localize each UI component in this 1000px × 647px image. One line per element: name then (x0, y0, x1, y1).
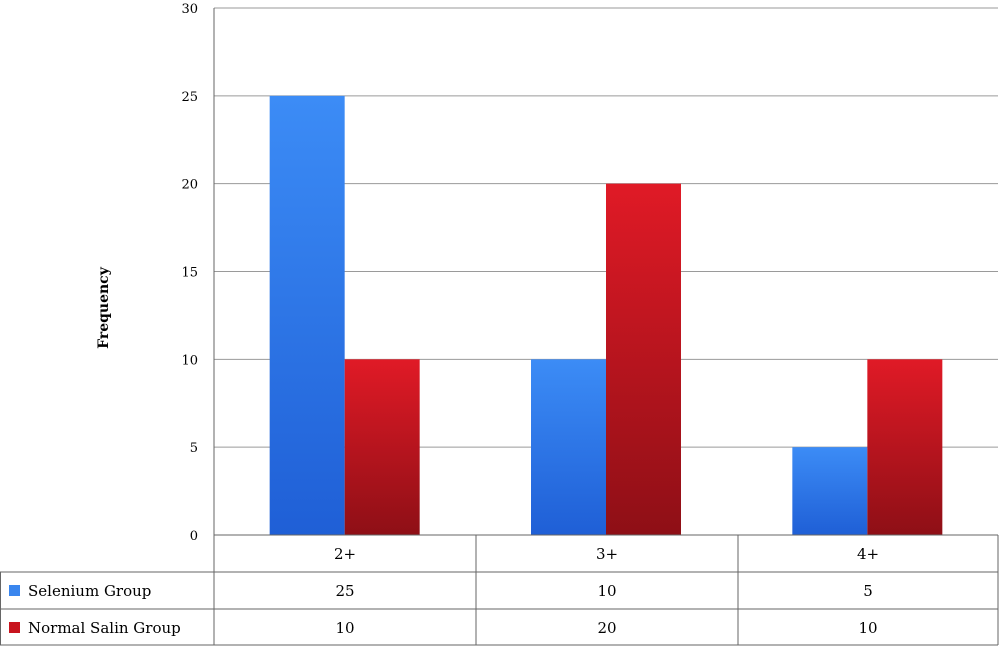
data-label: 20 (597, 619, 616, 637)
x-tick-label: 4+ (857, 545, 879, 563)
bar-selenium-3 (792, 447, 868, 535)
y-tick-label: 0 (190, 529, 198, 544)
data-label: 10 (335, 619, 354, 637)
bar-normal-salin-3 (867, 359, 943, 535)
y-tick-label: 25 (181, 90, 198, 105)
data-label: 25 (335, 582, 354, 600)
bar-selenium-2 (531, 359, 606, 535)
y-tick-label: 10 (181, 353, 198, 368)
data-label: 10 (858, 619, 877, 637)
y-tick-label: 15 (181, 266, 198, 281)
x-tick-label: 2+ (334, 545, 356, 563)
bar-selenium-1 (269, 95, 345, 535)
legend-swatch (9, 622, 20, 633)
legend-entry: Selenium Group (28, 582, 151, 600)
bar-normal-salin-2 (606, 183, 681, 535)
bars (269, 95, 943, 535)
data-table: 2+ 3+ 4+ Selenium Group 25 10 5 Normal Salin Gr… (0, 534, 999, 646)
x-tick-label: 3+ (596, 545, 618, 563)
y-tick-label: 5 (190, 441, 198, 456)
y-axis-title: Frequency (96, 266, 112, 349)
y-tick-label: 30 (181, 2, 198, 17)
bar-normal-salin-1 (344, 359, 420, 535)
data-label: 5 (863, 582, 873, 600)
legend-swatch (9, 585, 20, 596)
data-label: 10 (597, 582, 616, 600)
legend-entry: Normal Salin Group (28, 619, 181, 637)
axes: 0 5 10 15 20 25 30 (181, 2, 215, 544)
y-tick-label: 20 (181, 178, 198, 193)
